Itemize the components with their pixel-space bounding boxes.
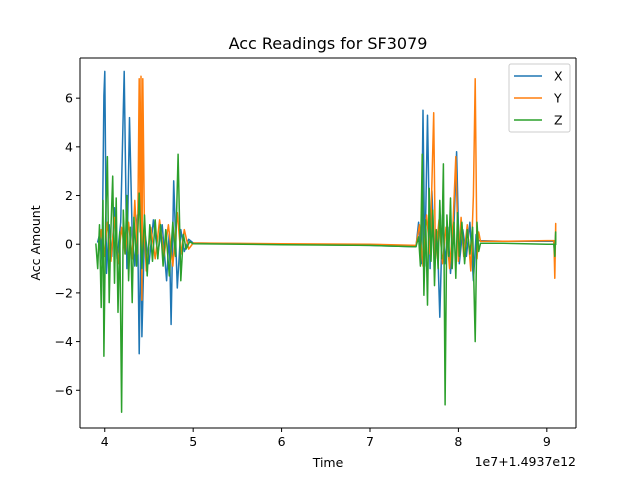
y-tick-label: −2 [55, 285, 73, 300]
legend-label-x: X [554, 69, 563, 84]
x-tick-label: 9 [543, 434, 551, 449]
legend-label-y: Y [553, 91, 562, 106]
y-tick-label: −4 [55, 334, 73, 349]
series-line-z [95, 153, 557, 413]
series-layer [95, 70, 557, 413]
y-axis-ticks: −6 −4 −2 0 2 4 6 [55, 91, 80, 398]
chart-title: Acc Readings for SF3079 [229, 34, 428, 53]
y-tick-label: 6 [65, 91, 73, 106]
x-tick-label: 6 [278, 434, 286, 449]
legend: XYZ [508, 63, 571, 133]
y-tick-label: 4 [65, 139, 73, 154]
x-tick-label: 7 [366, 434, 374, 449]
y-tick-label: 0 [65, 237, 73, 252]
x-tick-label: 5 [189, 434, 197, 449]
y-tick-label: 2 [65, 188, 73, 203]
x-tick-label: 4 [101, 434, 109, 449]
axes-frame [79, 57, 577, 429]
y-tick-label: −6 [55, 383, 73, 398]
legend-label-z: Z [554, 113, 563, 128]
x-axis-ticks: 4 5 6 7 8 9 [101, 428, 551, 449]
x-tick-label: 8 [454, 434, 462, 449]
y-axis-label: Acc Amount [28, 205, 43, 280]
x-axis-offset-label: 1e7+1.4937e12 [475, 454, 576, 469]
x-axis-label: Time [312, 455, 344, 470]
